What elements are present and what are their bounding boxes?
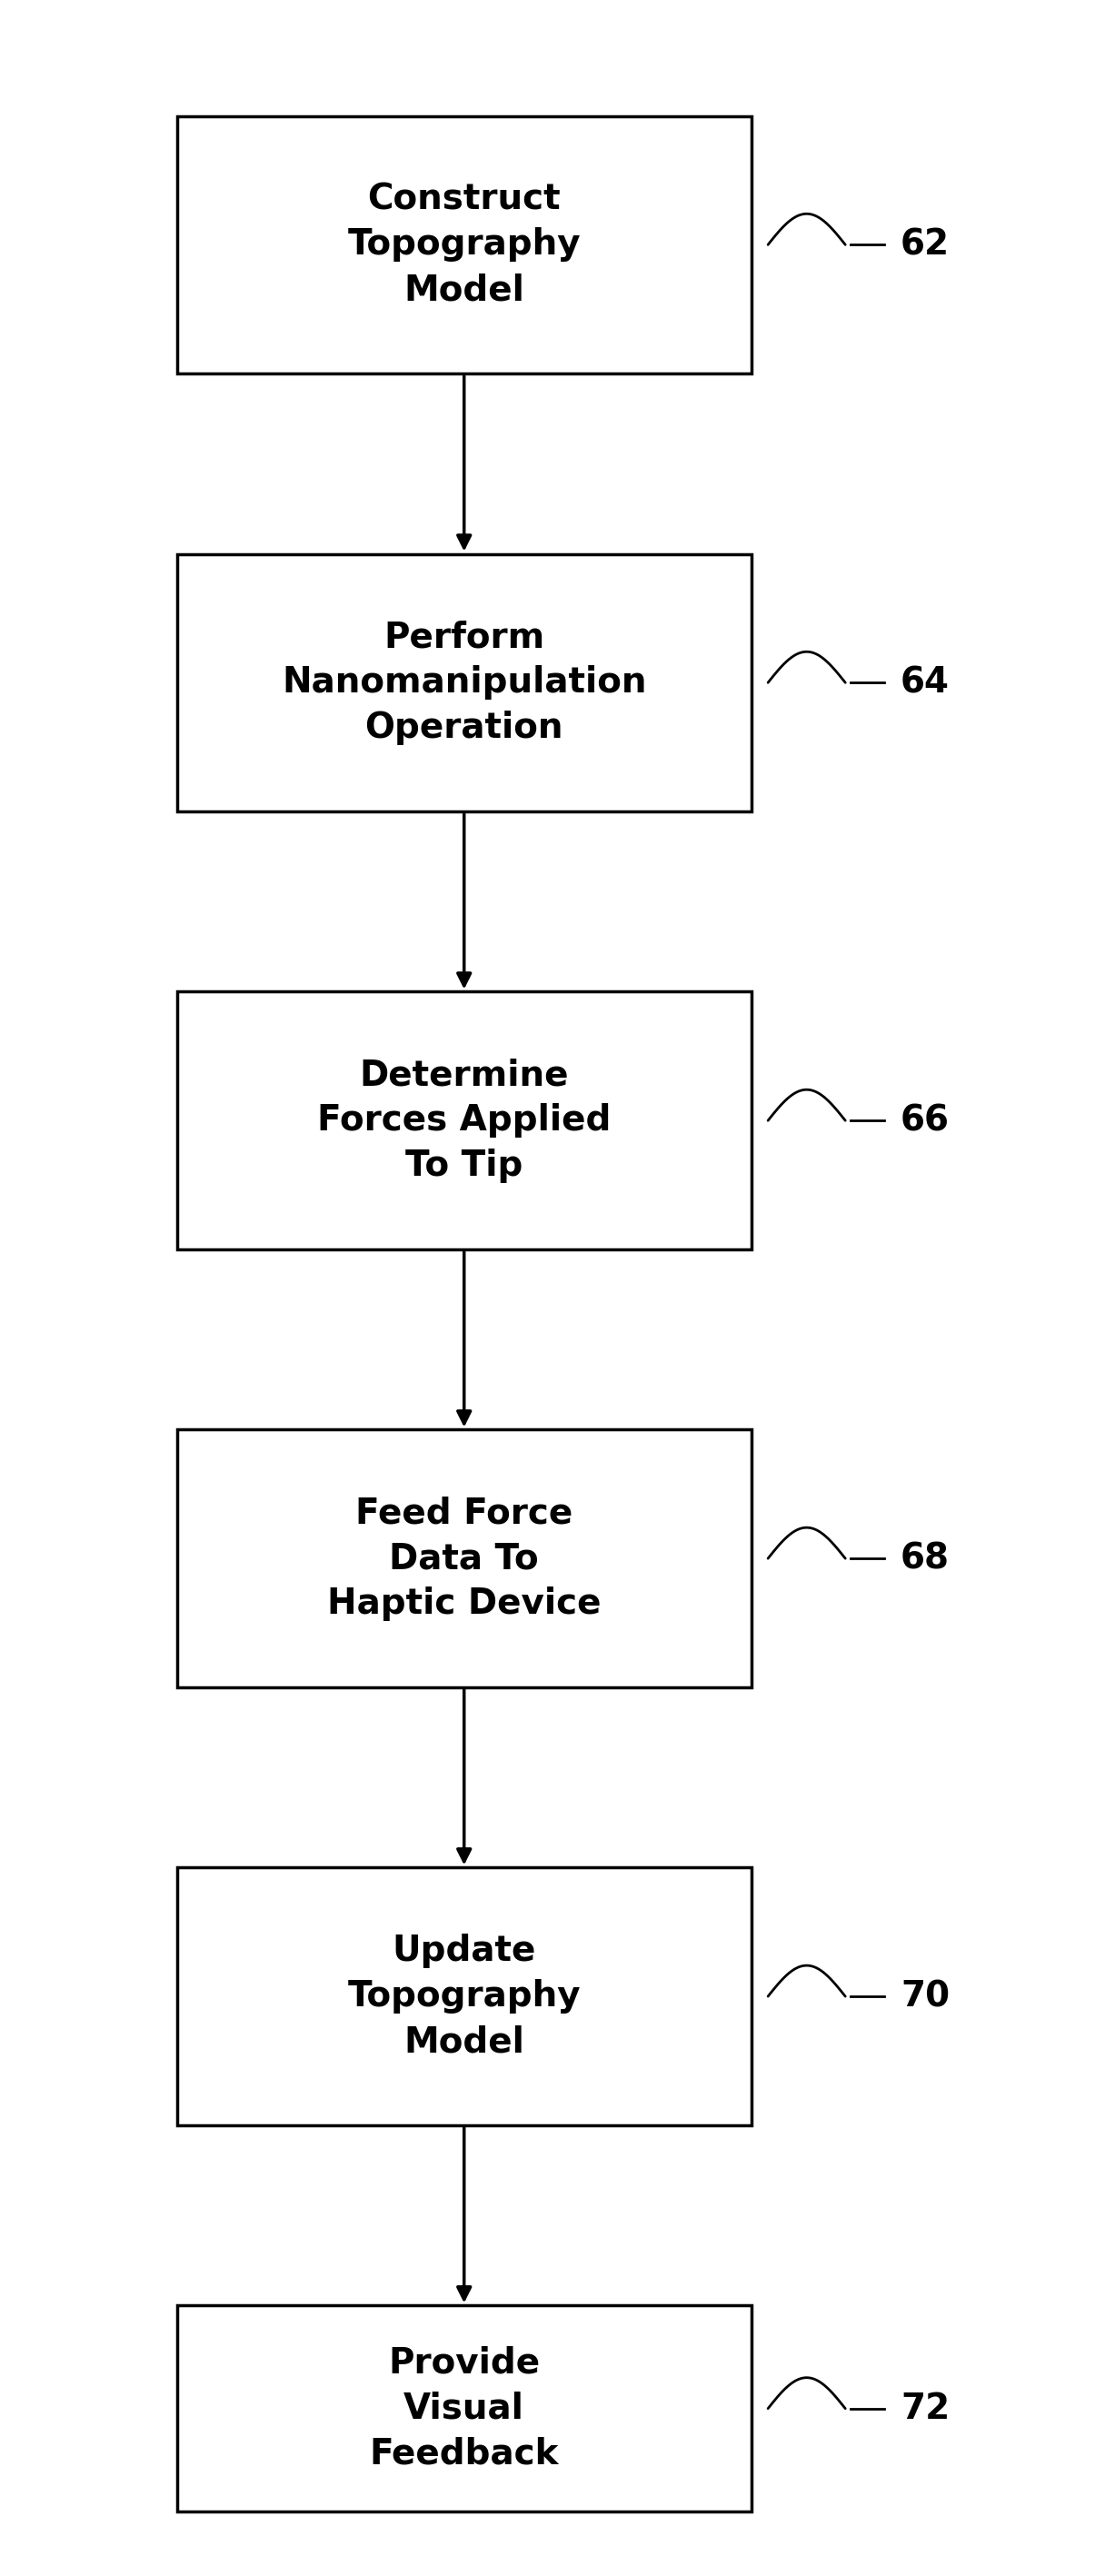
Text: 64: 64	[901, 665, 949, 701]
FancyBboxPatch shape	[177, 2306, 751, 2512]
Text: 68: 68	[901, 1540, 949, 1577]
Text: 66: 66	[901, 1103, 949, 1139]
Text: 62: 62	[901, 227, 950, 263]
Text: Feed Force
Data To
Haptic Device: Feed Force Data To Haptic Device	[327, 1497, 601, 1620]
Text: 72: 72	[901, 2391, 950, 2427]
FancyBboxPatch shape	[177, 554, 751, 811]
FancyBboxPatch shape	[177, 116, 751, 374]
FancyBboxPatch shape	[177, 1868, 751, 2125]
FancyBboxPatch shape	[177, 1430, 751, 1687]
FancyBboxPatch shape	[177, 992, 751, 1249]
Text: Provide
Visual
Feedback: Provide Visual Feedback	[369, 2347, 559, 2470]
Text: Perform
Nanomanipulation
Operation: Perform Nanomanipulation Operation	[282, 621, 646, 744]
Text: 70: 70	[901, 1978, 950, 2014]
Text: Update
Topography
Model: Update Topography Model	[347, 1935, 581, 2058]
Text: Determine
Forces Applied
To Tip: Determine Forces Applied To Tip	[317, 1059, 611, 1182]
Text: Construct
Topography
Model: Construct Topography Model	[347, 183, 581, 307]
